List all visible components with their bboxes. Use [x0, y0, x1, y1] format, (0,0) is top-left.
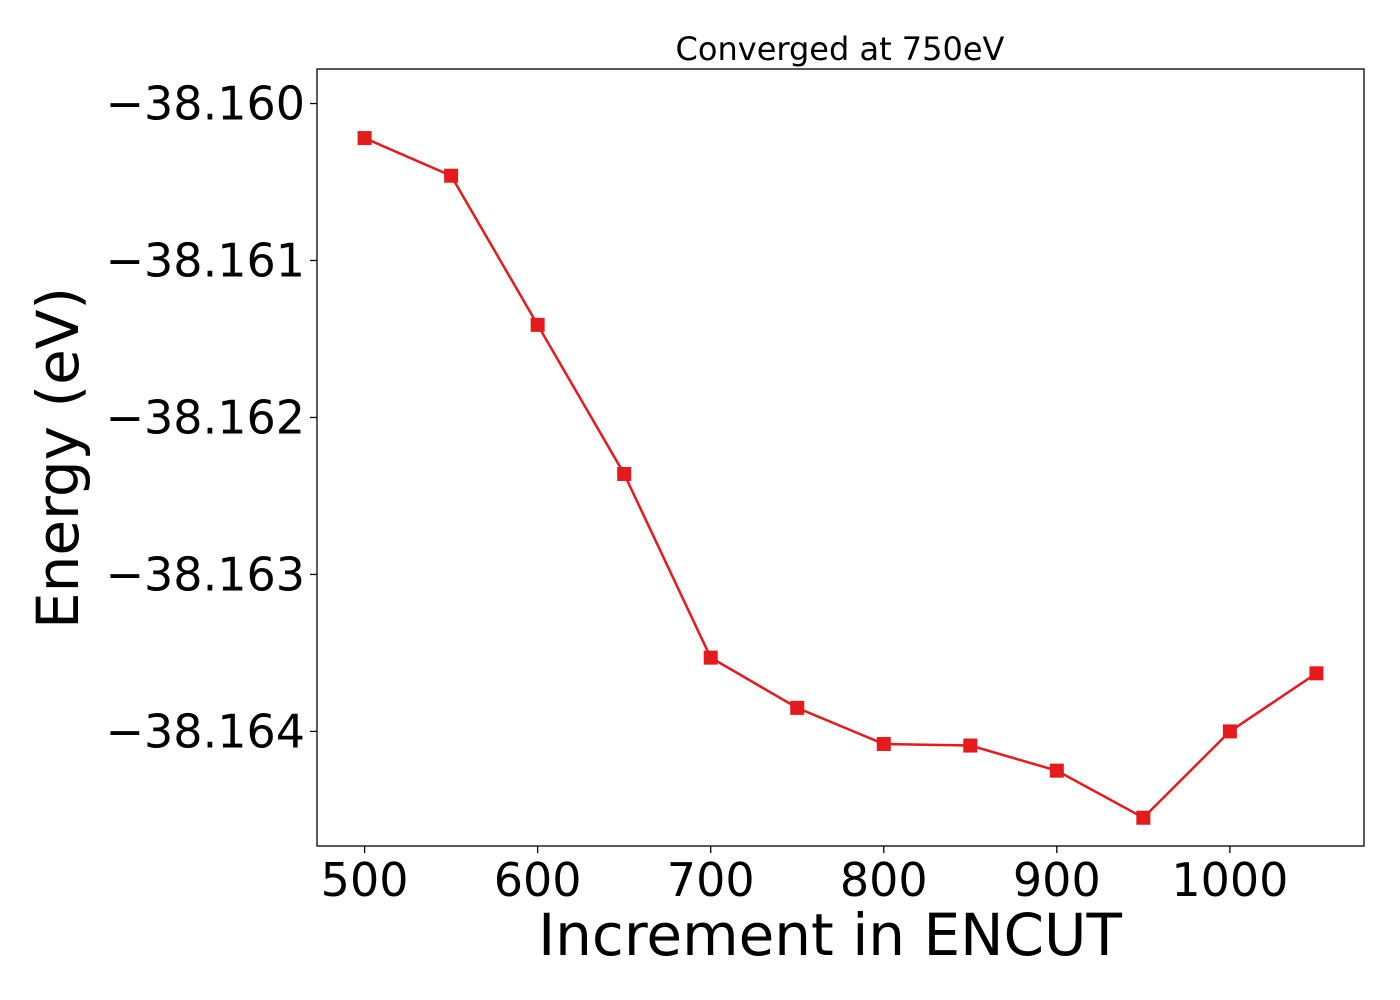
x-tick-label: 900: [1013, 853, 1101, 907]
chart-title: Converged at 750eV: [676, 30, 1005, 68]
data-point: [357, 131, 372, 146]
x-tick-label: 700: [667, 853, 755, 907]
data-point: [876, 736, 891, 751]
y-tick-label: −38.160: [106, 77, 306, 131]
y-tick-label: −38.164: [106, 704, 306, 758]
data-point: [1136, 810, 1151, 825]
y-axis-label: Energy (eV): [24, 287, 92, 629]
x-tick-label: 500: [321, 853, 409, 907]
data-point: [790, 700, 805, 715]
x-axis-label: Increment in ENCUT: [538, 901, 1122, 969]
x-tick-label: 600: [494, 853, 582, 907]
data-point: [703, 650, 718, 665]
y-tick-label: −38.163: [106, 547, 306, 601]
y-axis: −38.160 −38.161 −38.162 −38.163 −38.164: [106, 77, 317, 758]
data-point: [530, 317, 545, 332]
plot-area: [357, 131, 1324, 825]
y-tick-label: −38.161: [106, 234, 306, 288]
y-tick-label: −38.162: [106, 390, 306, 444]
x-tick-label: 800: [840, 853, 928, 907]
data-point: [1309, 666, 1324, 681]
x-axis: 500 600 700 800 900 1000: [321, 846, 1288, 907]
data-point: [1222, 724, 1237, 739]
plot-frame: [316, 68, 1365, 847]
data-point: [617, 466, 632, 481]
series-line: [364, 136, 1318, 820]
data-point: [444, 168, 459, 183]
x-tick-label: 1000: [1171, 853, 1288, 907]
data-point: [1049, 763, 1064, 778]
data-point: [963, 738, 978, 753]
